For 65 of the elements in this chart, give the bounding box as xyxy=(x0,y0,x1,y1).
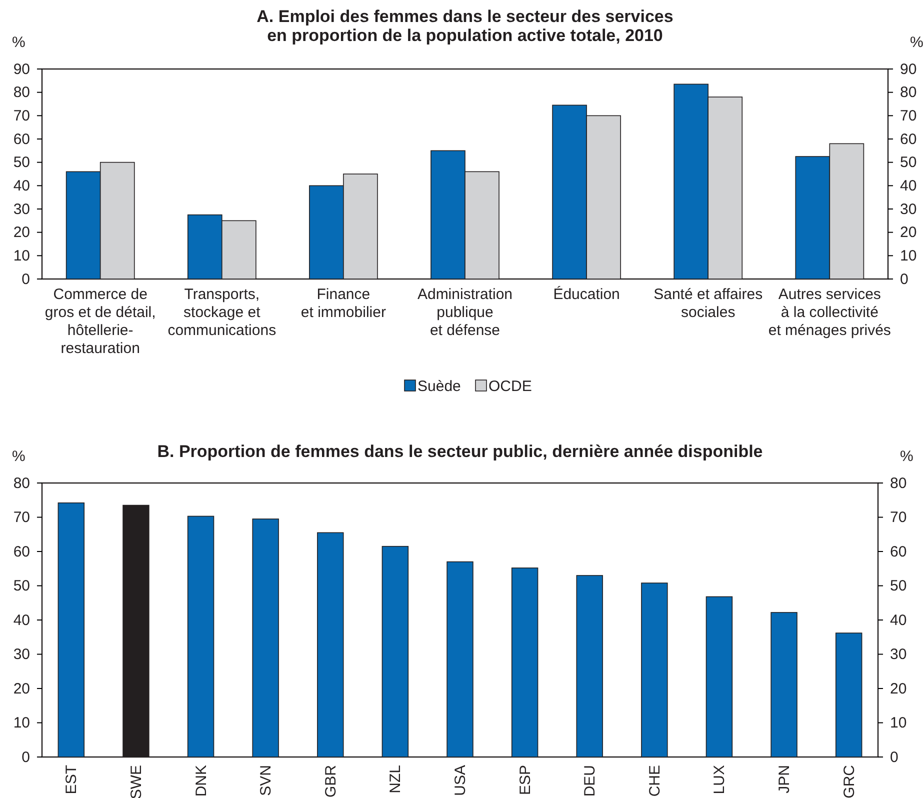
legend-label: Suède xyxy=(418,378,461,395)
y2-tick-label: 60 xyxy=(900,130,917,148)
y-tick-label: 10 xyxy=(13,247,30,264)
x-tick-label: USA xyxy=(452,765,469,796)
y-tick-label: 20 xyxy=(13,224,30,242)
y-tick-label: 40 xyxy=(13,612,30,629)
y-tick-label: 70 xyxy=(13,107,30,124)
y2-tick-label: 50 xyxy=(900,154,917,172)
y2-tick-label: 30 xyxy=(900,200,917,218)
y2-tick-label: 70 xyxy=(890,509,907,526)
x-tick-label: Commerce de gros et de détail, hôtellerie- restauration xyxy=(44,286,156,357)
y-tick-label: 40 xyxy=(13,177,30,194)
y2-tick-label: 10 xyxy=(900,247,917,264)
chart-title: B. Proportion de femmes dans le secteur public, dernière année disponible xyxy=(157,442,763,461)
y-tick-label: 90 xyxy=(13,60,30,78)
y-tick-label: 70 xyxy=(13,509,30,526)
x-tick-label: Santé et affaires sociales xyxy=(654,286,763,321)
y2-tick-label: 80 xyxy=(890,474,907,492)
x-tick-label: GRC xyxy=(840,764,858,798)
y2-tick-label: 30 xyxy=(890,646,907,664)
y2-tick-label: 20 xyxy=(890,680,907,698)
y-tick-label: 60 xyxy=(13,130,30,148)
y-tick-label: 50 xyxy=(13,154,30,172)
x-tick-label: Administration publique et défense xyxy=(417,286,513,339)
x-tick-label: ESP xyxy=(516,765,534,796)
y2-tick-label: 90 xyxy=(900,60,917,78)
y-tick-label: 10 xyxy=(13,714,30,732)
y2-tick-label: 40 xyxy=(890,612,907,629)
y-axis-title: % xyxy=(12,448,26,465)
legend-label: OCDE xyxy=(488,378,532,395)
x-tick-label: DNK xyxy=(192,765,210,797)
x-tick-label: JPN xyxy=(776,765,794,794)
y2-tick-label: 20 xyxy=(900,224,917,242)
y-tick-label: 30 xyxy=(13,646,30,664)
y2-axis-title: % xyxy=(910,34,923,51)
x-tick-label: DEU xyxy=(582,765,599,797)
x-tick-label: Éducation xyxy=(553,285,620,303)
y2-tick-label: 10 xyxy=(890,714,907,732)
y2-axis-title: % xyxy=(900,448,914,465)
x-tick-label: LUX xyxy=(711,765,728,794)
y-tick-label: 0 xyxy=(22,748,30,766)
y2-tick-label: 80 xyxy=(900,84,917,102)
x-tick-label: SVN xyxy=(258,765,275,796)
y-tick-label: 80 xyxy=(13,474,30,492)
y2-tick-label: 0 xyxy=(900,270,908,288)
y-tick-label: 20 xyxy=(13,680,30,698)
y-tick-label: 50 xyxy=(13,578,30,595)
y-tick-label: 80 xyxy=(13,84,30,102)
y2-tick-label: 60 xyxy=(890,543,907,560)
y2-tick-label: 50 xyxy=(890,578,907,595)
y2-tick-label: 70 xyxy=(900,107,917,124)
x-tick-label: GBR xyxy=(322,764,340,798)
chart-title: A. Emploi des femmes dans le secteur des services en proportion de la population active totale, 2010 xyxy=(256,7,674,45)
x-tick-label: CHE xyxy=(646,765,664,797)
y-tick-label: 0 xyxy=(22,270,30,288)
x-tick-label: Transports, stockage et communications xyxy=(168,286,276,339)
x-tick-label: EST xyxy=(63,765,80,794)
y-tick-label: 60 xyxy=(13,543,30,560)
x-tick-label: NZL xyxy=(387,765,404,794)
y-axis-title: % xyxy=(12,34,26,51)
y2-tick-label: 0 xyxy=(890,748,898,766)
y-tick-label: 30 xyxy=(13,200,30,218)
y2-tick-label: 40 xyxy=(900,177,917,194)
x-tick-label: Finance et immobilier xyxy=(300,286,386,321)
x-tick-label: Autres services à la collectivité et ménages privés xyxy=(768,286,891,339)
